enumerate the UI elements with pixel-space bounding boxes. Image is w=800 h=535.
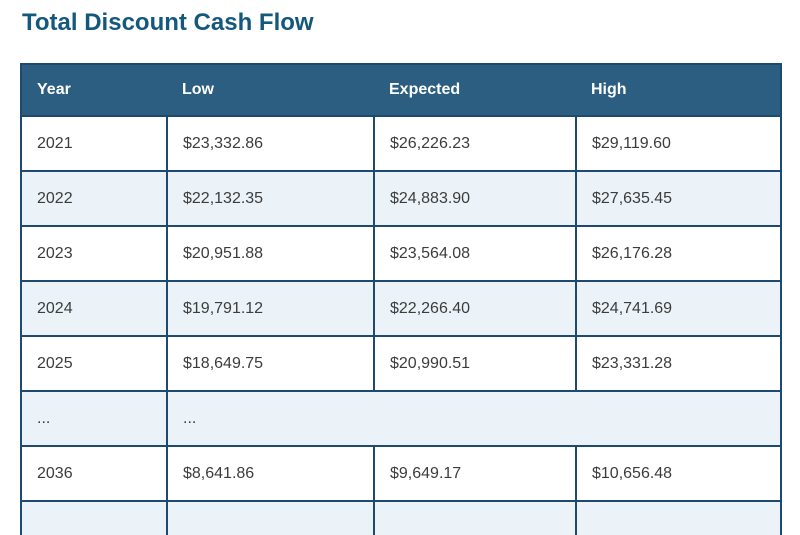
year-cell: 2021	[20, 115, 168, 172]
year-cell: 2023	[20, 225, 168, 282]
year-cell: 2022	[20, 170, 168, 227]
table-row: 2024 $19,791.12 $22,266.40 $24,741.69	[20, 280, 782, 337]
year-cell: 2036	[20, 445, 168, 502]
table-cell: $24,883.90	[373, 170, 577, 227]
table-cell: $23,564.08	[373, 225, 577, 282]
year-cell: 2025	[20, 335, 168, 392]
column-header-expected: Expected	[374, 64, 576, 116]
table-cell-merged: ...	[166, 390, 782, 447]
table-cell: $10,656.48	[575, 445, 782, 502]
year-cell: ...	[20, 390, 168, 447]
table-cell: $9,649.17	[373, 445, 577, 502]
table-cell	[166, 500, 375, 535]
table-cell: $23,332.86	[166, 115, 375, 172]
table-row: 2021 $23,332.86 $26,226.23 $29,119.60	[20, 115, 782, 172]
header-row: Year Low Expected High	[21, 64, 781, 116]
table-cell: $20,951.88	[166, 225, 375, 282]
table-cell: $22,132.35	[166, 170, 375, 227]
page-title: Total Discount Cash Flow	[22, 9, 314, 36]
table-row: 2023 $20,951.88 $23,564.08 $26,176.28	[20, 225, 782, 282]
table-cell: $24,741.69	[575, 280, 782, 337]
table-cell: $20,990.51	[373, 335, 577, 392]
table-header: Year Low Expected High	[21, 64, 781, 116]
table-cell: $29,119.60	[575, 115, 782, 172]
table-cell: $23,331.28	[575, 335, 782, 392]
table-cell: $26,226.23	[373, 115, 577, 172]
table-cell: $22,266.40	[373, 280, 577, 337]
year-cell	[20, 500, 168, 535]
table-row: 2036 $8,641.86 $9,649.17 $10,656.48	[20, 445, 782, 502]
table-cell	[575, 500, 782, 535]
column-header-year: Year	[21, 64, 167, 116]
table-cell: $19,791.12	[166, 280, 375, 337]
table-row-ellipsis: ... ...	[20, 390, 782, 447]
column-header-high: High	[576, 64, 781, 116]
table-cell	[373, 500, 577, 535]
table-cell: $18,649.75	[166, 335, 375, 392]
cash-flow-table: Year Low Expected High 2021 $23,332.86 $…	[20, 63, 782, 535]
table-row-partial	[20, 500, 782, 535]
table-row: 2025 $18,649.75 $20,990.51 $23,331.28	[20, 335, 782, 392]
table-cell: $27,635.45	[575, 170, 782, 227]
table-cell: $26,176.28	[575, 225, 782, 282]
column-header-low: Low	[167, 64, 374, 116]
year-cell: 2024	[20, 280, 168, 337]
table-cell: $8,641.86	[166, 445, 375, 502]
table-row: 2022 $22,132.35 $24,883.90 $27,635.45	[20, 170, 782, 227]
